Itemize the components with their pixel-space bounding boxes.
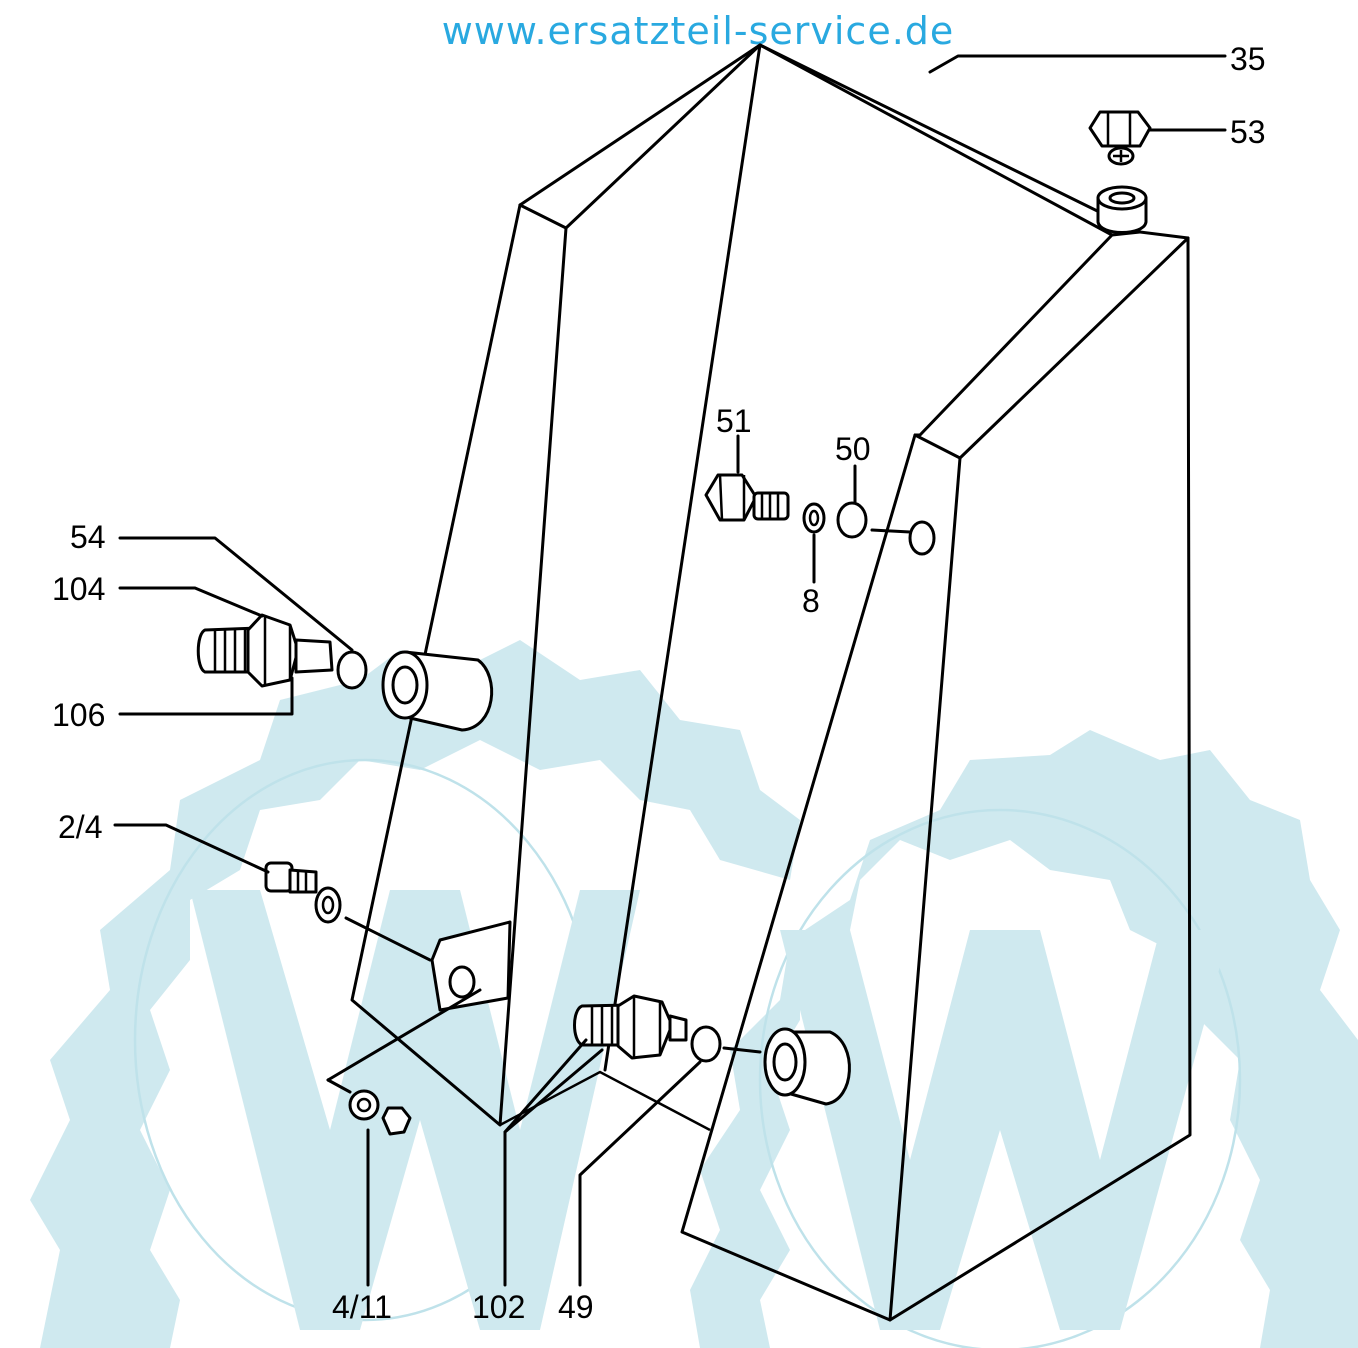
callout-8: 8 — [802, 583, 820, 619]
mounting-bracket — [430, 920, 512, 1012]
washer-nut-4-11 — [326, 988, 482, 1136]
callout-104: 104 — [52, 571, 105, 607]
callout-4-11: 4/11 — [332, 1289, 392, 1325]
seal-ring-50 — [836, 501, 936, 556]
drain-bolt — [704, 473, 790, 522]
callout-50: 50 — [835, 431, 871, 467]
watermark-url: www.ersatzteil-service.de — [442, 9, 955, 53]
hose-fitting-lower — [573, 994, 762, 1063]
watermark-gear-left — [30, 640, 800, 1348]
callout-54: 54 — [70, 519, 106, 555]
callout-35: 35 — [1230, 41, 1266, 77]
watermark-gear-right — [690, 730, 1358, 1348]
callout-106: 106 — [52, 697, 105, 733]
callout-49: 49 — [558, 1289, 594, 1325]
hose-fitting-upper — [196, 613, 368, 690]
callout-51: 51 — [716, 403, 752, 439]
callout-2-4: 2/4 — [58, 809, 102, 845]
filler-neck — [1096, 185, 1148, 234]
tank-boss-lower — [763, 1027, 851, 1106]
watermark-logo: www.ersatzteil-service.de — [30, 9, 1358, 1348]
bolt-2-4 — [264, 861, 432, 962]
callout-53: 53 — [1230, 114, 1266, 150]
washer-8 — [802, 502, 826, 534]
callout-labels: 35 53 51 50 8 54 104 106 2/4 4/11 102 49 — [52, 41, 1266, 1325]
tank-boss-upper — [381, 650, 494, 732]
filler-cap — [1088, 110, 1152, 166]
callout-102: 102 — [472, 1289, 525, 1325]
leader-lines — [113, 54, 1227, 1287]
